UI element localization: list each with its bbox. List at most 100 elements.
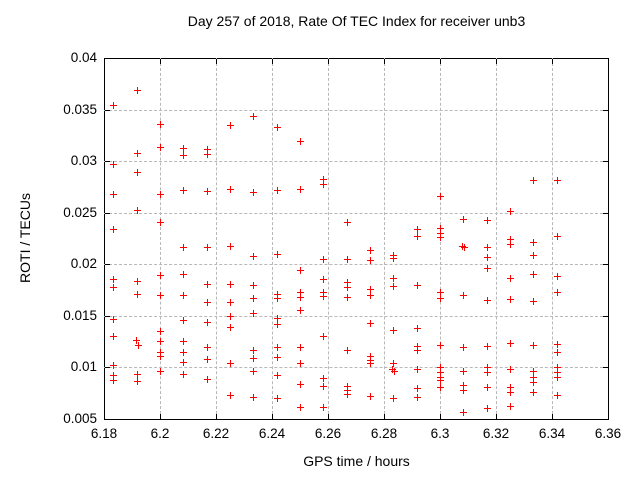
data-point [367, 353, 374, 360]
data-point [180, 187, 187, 194]
data-point [554, 349, 561, 356]
data-point [227, 243, 234, 250]
data-point [180, 271, 187, 278]
x-tick-bottom [216, 414, 217, 419]
data-point [250, 253, 257, 260]
x-tick-label: 6.18 [90, 426, 118, 441]
data-point [204, 281, 211, 288]
data-point [204, 151, 211, 158]
data-point [460, 387, 467, 394]
x-tick-bottom [608, 414, 609, 419]
data-point [297, 267, 304, 274]
data-point [133, 337, 140, 344]
data-point [250, 310, 257, 317]
data-point [180, 338, 187, 345]
data-point [484, 384, 491, 391]
data-point [437, 364, 444, 371]
data-point [110, 102, 117, 109]
x-tick-bottom [104, 414, 105, 419]
data-point [530, 177, 537, 184]
data-point [157, 368, 164, 375]
data-point [157, 338, 164, 345]
data-point [437, 289, 444, 296]
data-point [460, 292, 467, 299]
x-gridline [216, 58, 217, 419]
data-point [390, 327, 397, 334]
data-point [344, 387, 351, 394]
data-point [530, 271, 537, 278]
data-point [390, 283, 397, 290]
data-point [530, 379, 537, 386]
data-point [297, 138, 304, 145]
data-point [414, 385, 421, 392]
data-point [204, 188, 211, 195]
data-point [227, 281, 234, 288]
data-point [157, 219, 164, 226]
x-tick-top [328, 59, 329, 64]
data-point [507, 275, 514, 282]
data-point [484, 405, 491, 412]
data-point [134, 169, 141, 176]
data-point [110, 226, 117, 233]
x-tick-label: 6.36 [594, 426, 622, 441]
data-point [157, 349, 164, 356]
data-point [344, 294, 351, 301]
data-point [484, 369, 491, 376]
data-point [484, 217, 491, 224]
data-point [390, 360, 397, 367]
data-point [135, 342, 142, 349]
data-point [554, 233, 561, 240]
data-point [110, 372, 117, 379]
data-point [204, 146, 211, 153]
data-point [459, 243, 466, 250]
data-point [437, 342, 444, 349]
data-point [297, 307, 304, 314]
data-point [554, 341, 561, 348]
data-point [297, 289, 304, 296]
data-point [157, 272, 164, 279]
data-point [390, 255, 397, 262]
data-point [250, 113, 257, 120]
y-gridline [104, 161, 608, 162]
y-tick-right [603, 316, 608, 317]
data-point [110, 377, 117, 384]
data-point [554, 392, 561, 399]
y-tick-left [105, 110, 110, 111]
data-point [180, 145, 187, 152]
data-point [344, 391, 351, 398]
data-point [530, 342, 537, 349]
data-point [344, 219, 351, 226]
data-point [414, 226, 421, 233]
x-tick-top [272, 59, 273, 64]
data-point [320, 404, 327, 411]
data-point [437, 295, 444, 302]
data-point [227, 299, 234, 306]
data-point [157, 121, 164, 128]
data-point [367, 257, 374, 264]
data-point [227, 324, 234, 331]
data-point [274, 354, 281, 361]
data-point [344, 279, 351, 286]
y-tick-right [603, 213, 608, 214]
data-point [320, 176, 327, 183]
data-point [157, 328, 164, 335]
data-point [344, 256, 351, 263]
y-tick-right [603, 161, 608, 162]
x-tick-top [440, 59, 441, 64]
data-point [110, 161, 117, 168]
data-point [460, 409, 467, 416]
data-point [390, 395, 397, 402]
data-point [110, 284, 117, 291]
data-point [554, 364, 561, 371]
y-tick-right [603, 367, 608, 368]
data-point [484, 265, 491, 272]
data-point [414, 366, 421, 373]
y-tick-right [603, 419, 608, 420]
data-point [554, 374, 561, 381]
y-tick-right [603, 58, 608, 59]
x-tick-label: 6.3 [430, 426, 450, 441]
data-point [437, 225, 444, 232]
x-tick-bottom [384, 414, 385, 419]
data-point [414, 233, 421, 240]
